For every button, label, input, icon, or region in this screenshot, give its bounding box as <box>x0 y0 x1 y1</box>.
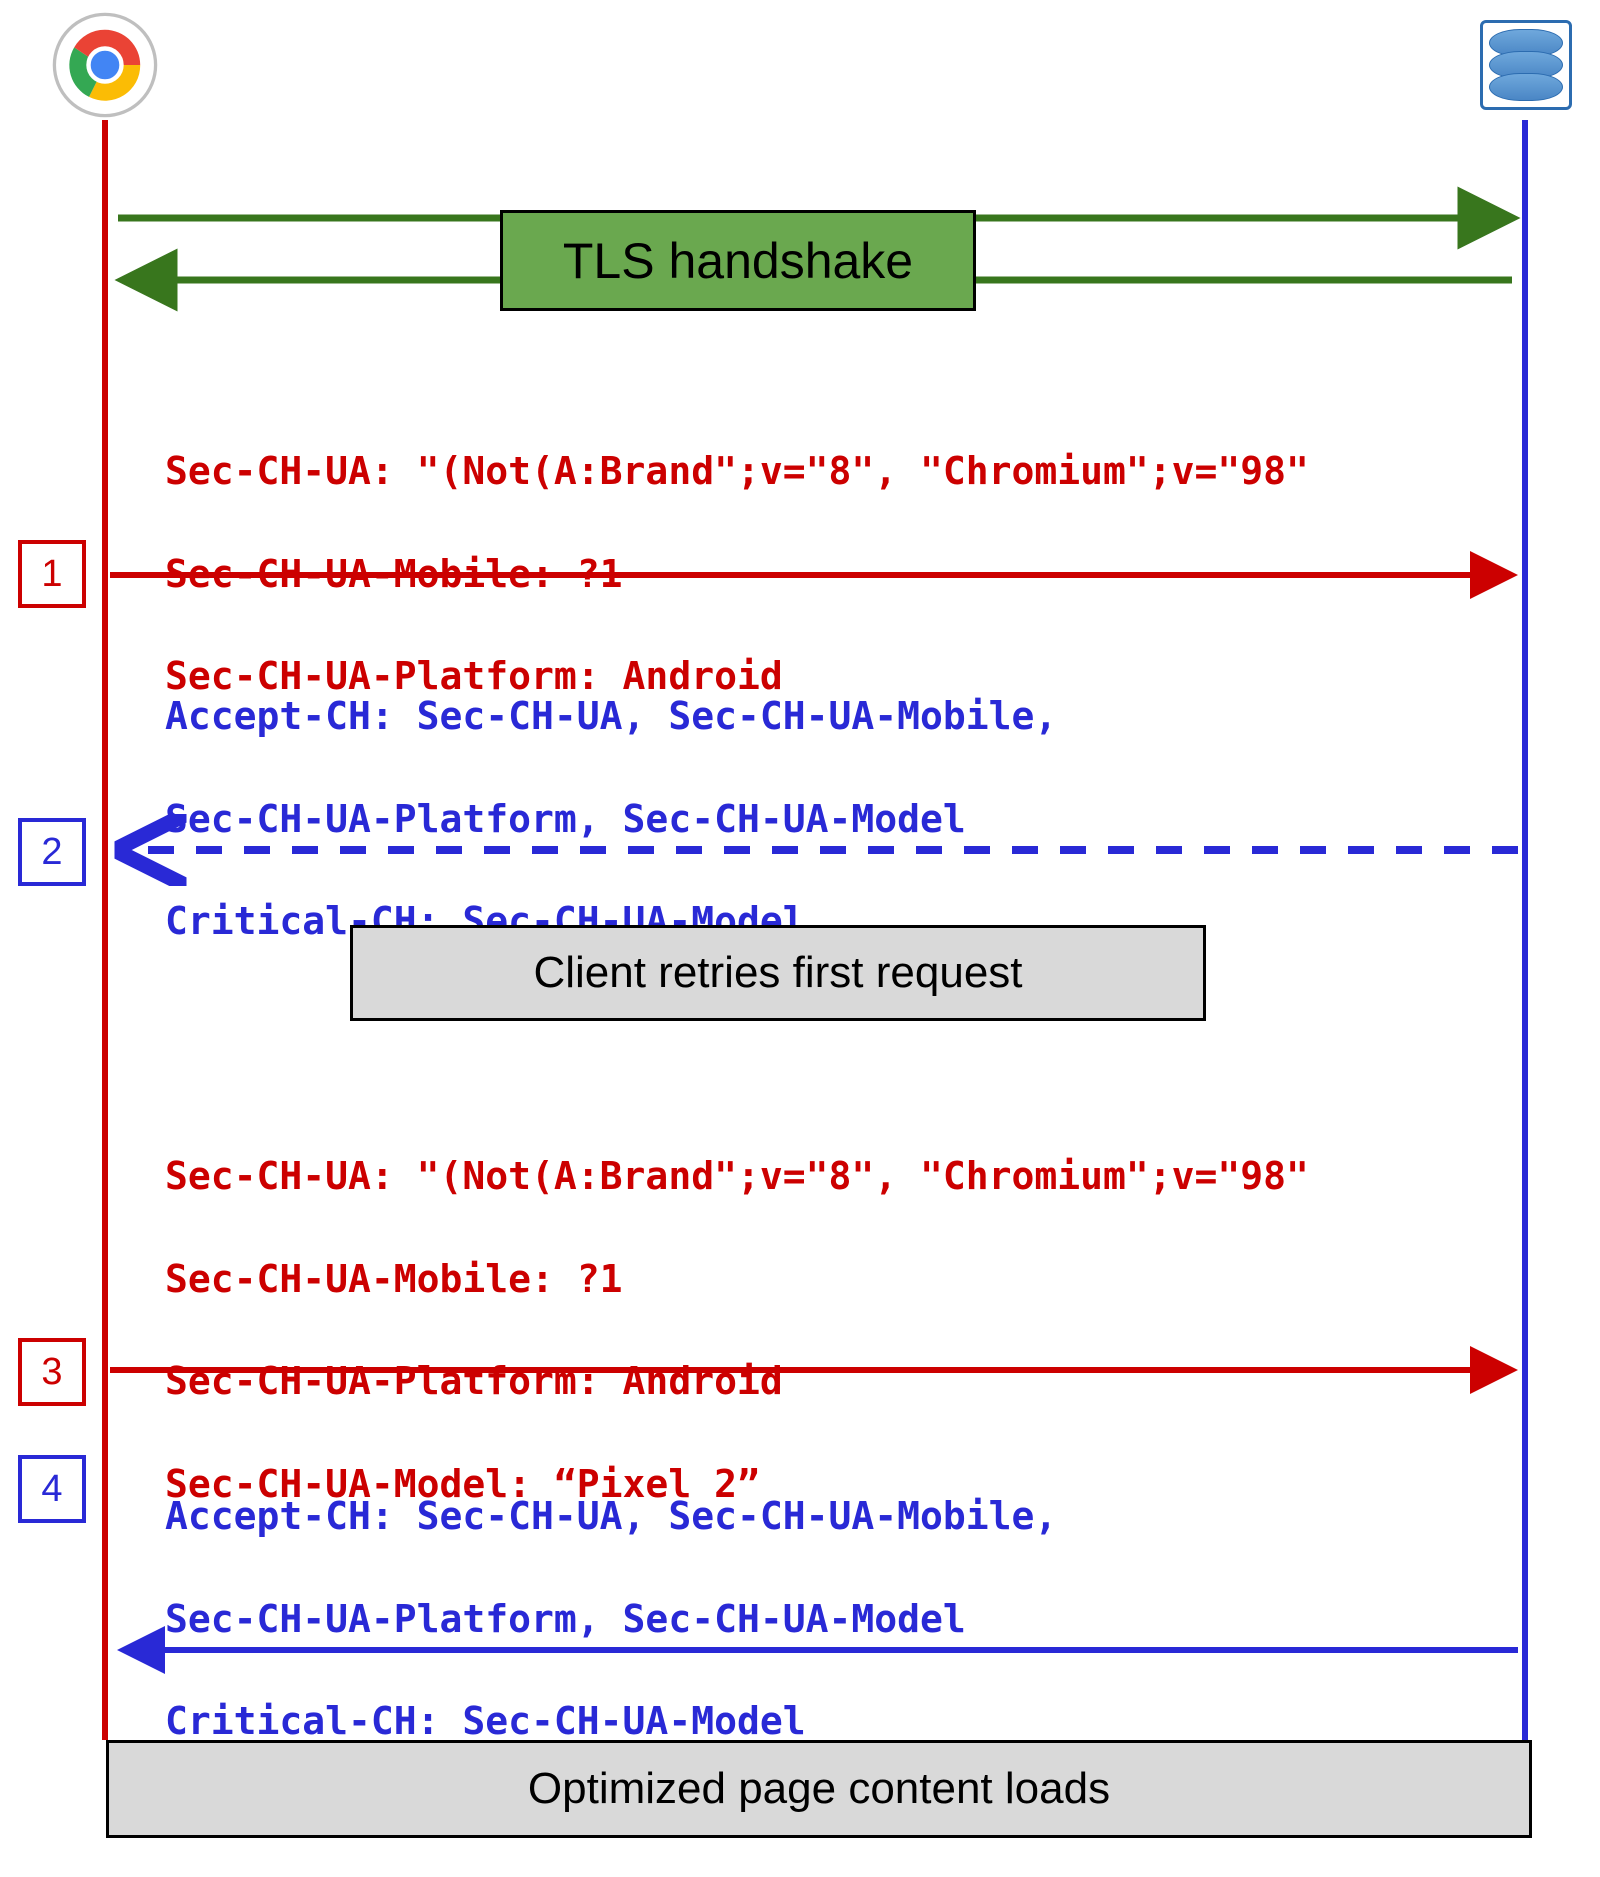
sequence-diagram: TLS handshake 1 2 3 4 Sec-CH-UA: "(Not(A… <box>0 0 1600 1877</box>
resp2-arrow <box>0 0 1600 1700</box>
final-banner: Optimized page content loads <box>106 1740 1532 1838</box>
final-text: Optimized page content loads <box>528 1764 1110 1814</box>
